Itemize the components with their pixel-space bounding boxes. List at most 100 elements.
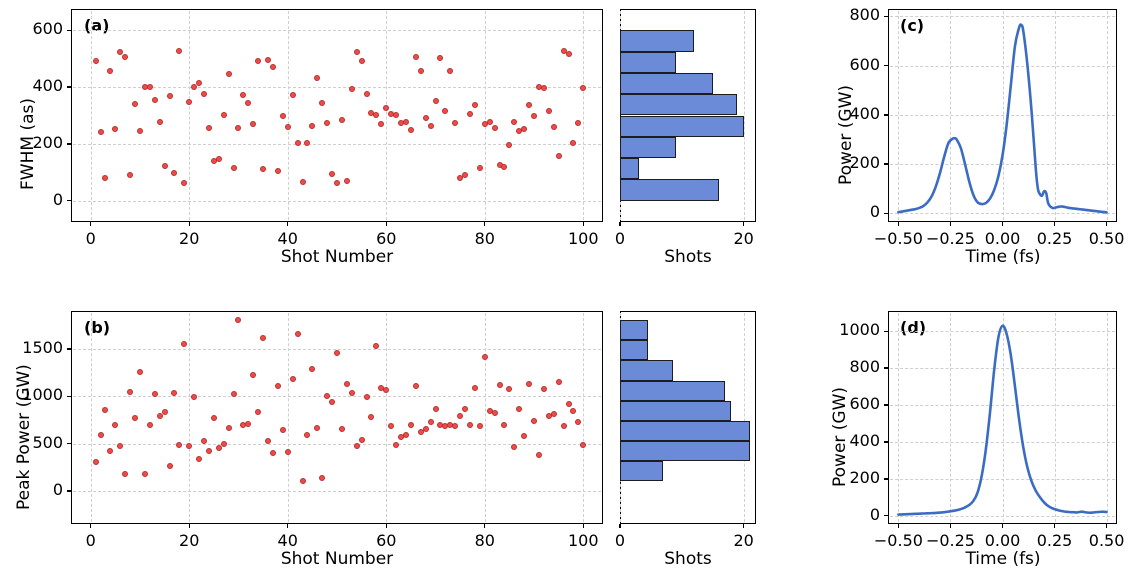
gridline-vertical (1106, 312, 1108, 523)
y-tick-label: 1000 (839, 320, 880, 340)
scatter-point (102, 174, 109, 181)
scatter-point (358, 437, 365, 444)
histogram-bar (620, 72, 713, 95)
x-tickmark (1001, 524, 1004, 528)
scatter-point (146, 422, 153, 429)
x-tick-label: 20 (179, 531, 200, 550)
scatter-point (260, 335, 267, 342)
scatter-point (338, 117, 345, 124)
gridline-vertical (386, 312, 388, 523)
panel-a-axes (71, 9, 603, 222)
gridline-horizontal (72, 348, 602, 350)
x-tickmark (287, 524, 289, 528)
scatter-point (294, 331, 301, 338)
scatter-point (245, 421, 252, 428)
scatter-point (260, 166, 267, 173)
scatter-point (294, 139, 301, 146)
scatter-point (580, 84, 587, 91)
gridline-vertical (386, 10, 388, 221)
panel-d-tag: (d) (900, 318, 927, 337)
x-tickmark (1105, 524, 1108, 528)
y-tick-label: 600 (849, 394, 880, 414)
scatter-point (274, 168, 281, 175)
scatter-point (353, 443, 360, 450)
scatter-point (240, 91, 247, 98)
scatter-point (476, 164, 483, 171)
scatter-point (442, 107, 449, 114)
panel-c-tag: (c) (900, 16, 925, 35)
gridline-horizontal (889, 16, 1116, 18)
scatter-point (570, 139, 577, 146)
scatter-point (363, 90, 370, 97)
panel-a-xlabel: Shot Number (280, 247, 394, 267)
y-tickmark (884, 404, 888, 406)
x-tick-label: 100 (568, 531, 599, 550)
scatter-point (373, 111, 380, 118)
scatter-point (565, 401, 572, 408)
scatter-point (452, 120, 459, 127)
gridline-horizontal (72, 200, 602, 202)
x-tick-label: 60 (376, 531, 397, 550)
scatter-point (580, 442, 587, 449)
scatter-point (176, 441, 183, 448)
scatter-point (417, 67, 424, 74)
scatter-point (353, 49, 360, 56)
x-tickmark (1001, 222, 1004, 226)
histogram-bar (620, 360, 673, 381)
gridline-vertical (950, 312, 952, 523)
y-tickmark (884, 367, 888, 369)
y-tickmark (67, 86, 71, 88)
scatter-point (535, 451, 542, 458)
scatter-point (565, 51, 572, 58)
scatter-point (329, 398, 336, 405)
scatter-point (196, 79, 203, 86)
y-tick-label: 0 (869, 202, 880, 222)
gridline-horizontal (72, 143, 602, 145)
histogram-bar (620, 400, 732, 421)
gridline-vertical (287, 312, 289, 523)
scatter-point (348, 389, 355, 396)
scatter-point (324, 120, 331, 127)
scatter-point (526, 380, 533, 387)
scatter-point (540, 386, 547, 393)
gridline-vertical (484, 312, 486, 523)
scatter-point (166, 93, 173, 100)
scatter-point (501, 421, 508, 428)
scatter-point (215, 155, 222, 162)
gridline-vertical (189, 312, 191, 523)
scatter-point (151, 97, 158, 104)
gridline-horizontal (889, 515, 1116, 517)
x-tick-label: 0.25 (1036, 229, 1073, 248)
scatter-point (343, 380, 350, 387)
x-tick-label: 100 (568, 229, 599, 248)
y-tick-label: 1000 (22, 385, 63, 405)
x-tickmark (897, 524, 900, 528)
x-tick-label: 20 (733, 531, 754, 550)
scatter-point (412, 53, 419, 60)
histogram-bar (620, 94, 738, 116)
y-tickmark (884, 441, 888, 443)
scatter-point (225, 70, 232, 77)
scatter-point (299, 478, 306, 485)
gridline-horizontal (72, 396, 602, 398)
y-tick-label: 400 (849, 103, 880, 123)
scatter-point (560, 48, 567, 55)
scatter-point (230, 165, 237, 172)
gridline-vertical (743, 312, 745, 523)
scatter-point (402, 119, 409, 126)
y-tickmark (884, 163, 888, 165)
panel-a-tag: (a) (84, 16, 110, 35)
y-tickmark (67, 395, 71, 397)
histogram-bar (620, 340, 648, 361)
scatter-point (176, 47, 183, 54)
histogram-bar (620, 461, 664, 482)
scatter-point (309, 366, 316, 373)
scatter-point (122, 53, 129, 60)
y-tick-label: 0 (869, 504, 880, 524)
scatter-point (338, 426, 345, 433)
x-tick-label: 40 (277, 531, 298, 550)
scatter-point (299, 178, 306, 185)
scatter-point (171, 170, 178, 177)
gridline-horizontal (889, 441, 1116, 443)
